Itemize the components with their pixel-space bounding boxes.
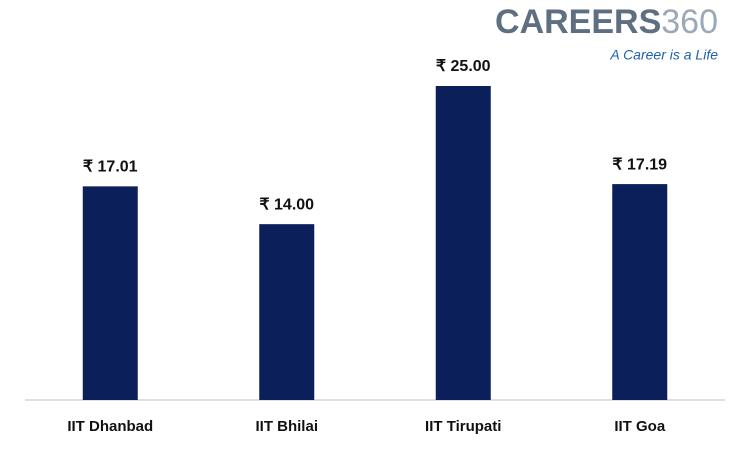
- value-label: ₹ 17.01: [83, 159, 138, 176]
- logo-brand-main: CAREERS: [495, 3, 661, 41]
- bar: [612, 184, 668, 400]
- bar: [259, 224, 315, 400]
- x-tick-label: IIT Tirupati: [425, 418, 501, 435]
- x-tick-label: IIT Dhanbad: [67, 418, 153, 435]
- x-tick-label: IIT Bhilai: [255, 418, 318, 435]
- value-label: ₹ 25.00: [436, 58, 491, 75]
- bar: [435, 86, 491, 400]
- logo-brand: CAREERS360: [495, 3, 718, 41]
- logo-tagline: A Career is a Life: [609, 47, 718, 63]
- logo-brand-number: 360: [661, 3, 718, 41]
- value-label: ₹ 17.19: [612, 156, 667, 173]
- value-label: ₹ 14.00: [259, 196, 314, 213]
- bar: [82, 186, 138, 400]
- x-tick-label: IIT Goa: [614, 418, 665, 435]
